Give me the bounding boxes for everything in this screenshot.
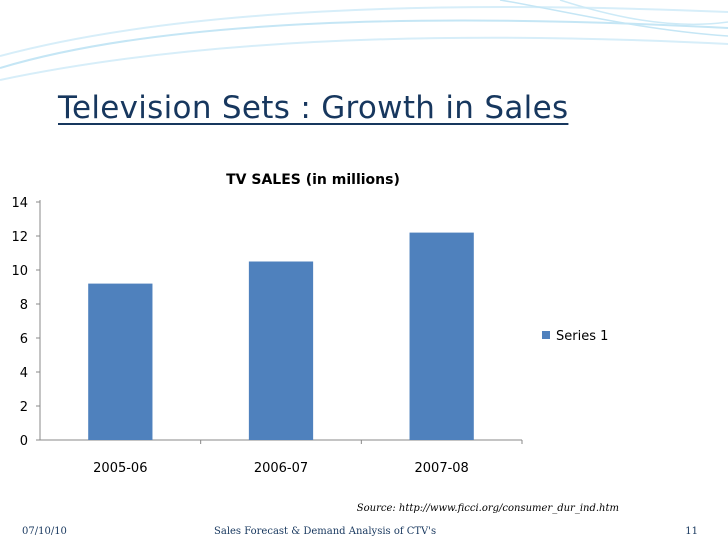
- legend-label: Series 1: [556, 329, 608, 344]
- y-tick-label: 8: [20, 298, 28, 313]
- y-tick-label: 0: [20, 434, 28, 449]
- y-tick-label: 4: [20, 366, 28, 381]
- page-number: 11: [685, 526, 698, 537]
- x-tick-label: 2006-07: [254, 461, 308, 476]
- bar-2007-08[interactable]: [409, 232, 474, 440]
- source-citation: Source: http://www.ficci.org/consumer_du…: [356, 503, 619, 514]
- background-wave-decoration: [0, 0, 728, 81]
- y-tick-label: 2: [20, 400, 28, 415]
- slide-title: Television Sets : Growth in Sales: [58, 90, 569, 126]
- legend-swatch: [542, 331, 550, 339]
- y-tick-label: 12: [11, 230, 28, 245]
- bar-2005-06[interactable]: [88, 283, 153, 440]
- bar-chart: TV SALES (in millions) 0 2 4 6 8 10 12 14 2005-…: [11, 172, 608, 476]
- y-tick-label: 6: [20, 332, 28, 347]
- footer-presentation-title: Sales Forecast & Demand Analysis of CTV'…: [214, 526, 437, 537]
- chart-title: TV SALES (in millions): [226, 172, 400, 188]
- bar-2006-07[interactable]: [248, 261, 314, 441]
- x-tick-label: 2005-06: [93, 461, 147, 476]
- footer-date: 07/10/10: [22, 526, 67, 537]
- y-tick-label: 14: [11, 196, 28, 211]
- x-tick-label: 2007-08: [415, 461, 469, 476]
- y-tick-label: 10: [11, 264, 28, 279]
